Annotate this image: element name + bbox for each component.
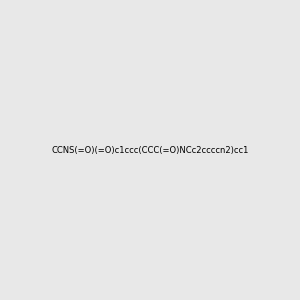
Text: CCNS(=O)(=O)c1ccc(CCC(=O)NCc2ccccn2)cc1: CCNS(=O)(=O)c1ccc(CCC(=O)NCc2ccccn2)cc1 — [51, 146, 249, 154]
